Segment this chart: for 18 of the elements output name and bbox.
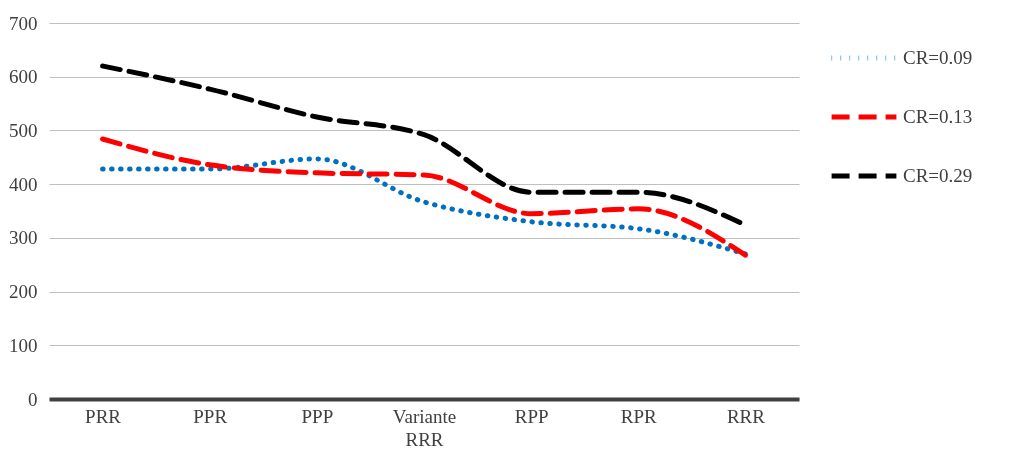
y-tick-label: 100 <box>9 334 38 356</box>
x-tick-label: PRR <box>85 405 122 427</box>
y-tick-label: 500 <box>9 119 38 141</box>
y-tick-label: 200 <box>9 281 38 303</box>
x-tick-label: PPP <box>301 405 334 427</box>
y-tick-label: 600 <box>9 66 38 88</box>
x-tick-label: Variante RRR <box>392 405 457 450</box>
y-tick-label: 0 <box>28 388 38 410</box>
y-tick-label: 400 <box>9 173 38 195</box>
x-tick-label: RPP <box>514 405 549 427</box>
legend-label: CR=0.29 <box>903 165 973 186</box>
legend-label: CR=0.13 <box>903 106 973 127</box>
y-tick-label: 300 <box>9 227 38 249</box>
x-tick-label: RPR <box>620 405 658 427</box>
x-tick-label: RRR <box>726 405 766 427</box>
legend-label: CR=0.09 <box>903 47 973 68</box>
x-tick-label: PPR <box>193 405 228 427</box>
y-tick-label: 700 <box>9 12 38 34</box>
